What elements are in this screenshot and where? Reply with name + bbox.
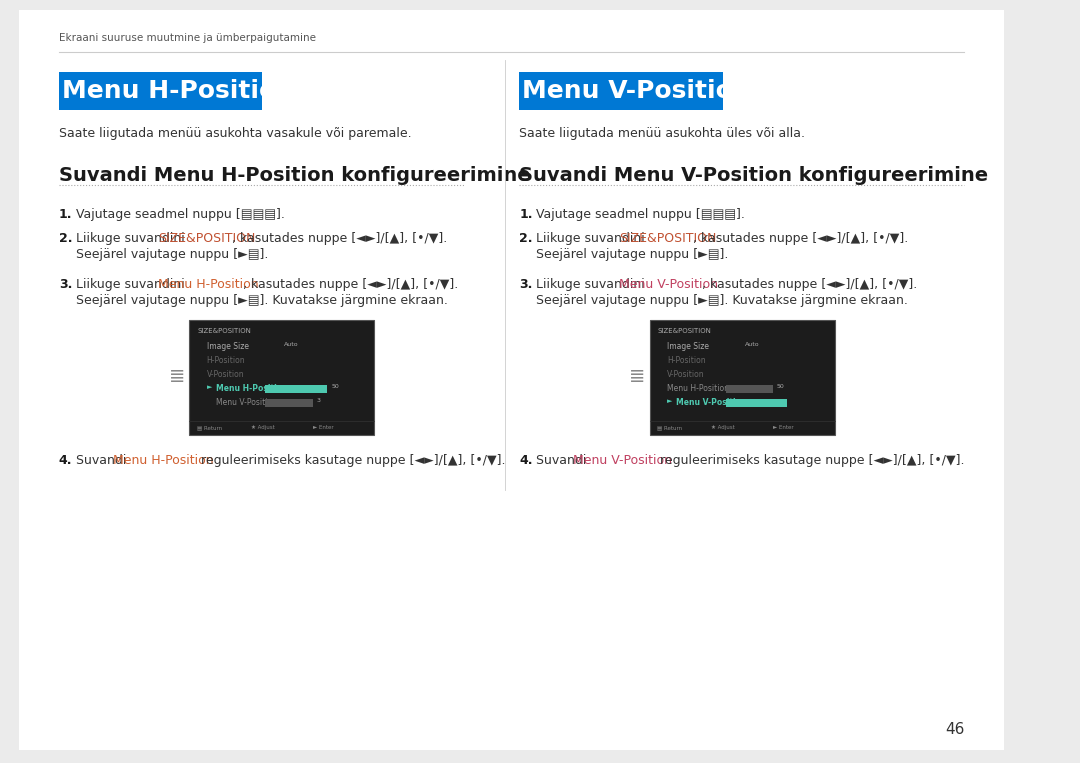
Text: 1.: 1. xyxy=(58,208,72,221)
Text: Menu H-Position: Menu H-Position xyxy=(216,384,287,393)
Text: ≣: ≣ xyxy=(168,367,185,386)
Text: ►: ► xyxy=(667,398,673,404)
Text: Auto: Auto xyxy=(284,342,299,347)
Text: Menu H-Position: Menu H-Position xyxy=(112,454,213,467)
Text: Menu V-Position: Menu V-Position xyxy=(522,79,751,103)
Text: Image Size: Image Size xyxy=(206,342,248,351)
Text: ★ Adjust: ★ Adjust xyxy=(712,425,735,430)
Text: SIZE&POSITION: SIZE&POSITION xyxy=(658,328,712,334)
FancyBboxPatch shape xyxy=(58,72,262,110)
Text: , kasutades nuppe [◄►]/[▲], [•/▼].: , kasutades nuppe [◄►]/[▲], [•/▼]. xyxy=(232,232,447,245)
Text: reguleerimiseks kasutage nuppe [◄►]/[▲], [•/▼].: reguleerimiseks kasutage nuppe [◄►]/[▲],… xyxy=(197,454,505,467)
Text: Liikuge suvandini: Liikuge suvandini xyxy=(536,232,649,245)
Text: Suvandi Menu V-Position konfigureerimine: Suvandi Menu V-Position konfigureerimine xyxy=(519,166,988,185)
Text: Menu H-Position: Menu H-Position xyxy=(667,384,729,393)
Text: Menu H-Position: Menu H-Position xyxy=(62,79,294,103)
Text: Vajutage seadmel nuppu [▤▤▤].: Vajutage seadmel nuppu [▤▤▤]. xyxy=(76,208,285,221)
Text: Liikuge suvandini: Liikuge suvandini xyxy=(76,232,189,245)
FancyBboxPatch shape xyxy=(266,399,312,407)
Text: 4.: 4. xyxy=(58,454,72,467)
Text: Menu H-Position: Menu H-Position xyxy=(159,278,259,291)
Text: , kasutades nuppe [◄►]/[▲], [•/▼].: , kasutades nuppe [◄►]/[▲], [•/▼]. xyxy=(693,232,908,245)
FancyBboxPatch shape xyxy=(266,385,327,393)
Text: Menu V-Position: Menu V-Position xyxy=(216,398,276,407)
Text: ► Enter: ► Enter xyxy=(312,425,334,430)
Text: SIZE&POSITION: SIZE&POSITION xyxy=(619,232,716,245)
Text: 46: 46 xyxy=(945,723,964,738)
Text: reguleerimiseks kasutage nuppe [◄►]/[▲], [•/▼].: reguleerimiseks kasutage nuppe [◄►]/[▲],… xyxy=(657,454,964,467)
Text: Seejärel vajutage nuppu [►▤].: Seejärel vajutage nuppu [►▤]. xyxy=(536,248,729,261)
Text: Liikuge suvandini: Liikuge suvandini xyxy=(76,278,189,291)
Text: Saate liigutada menüü asukohta üles või alla.: Saate liigutada menüü asukohta üles või … xyxy=(519,127,806,140)
Text: ▤ Return: ▤ Return xyxy=(658,425,683,430)
Text: V-Position: V-Position xyxy=(667,370,704,379)
Text: Suvandi: Suvandi xyxy=(76,454,131,467)
Text: ▤ Return: ▤ Return xyxy=(197,425,222,430)
Text: Saate liigutada menüü asukohta vasakule või paremale.: Saate liigutada menüü asukohta vasakule … xyxy=(58,127,411,140)
Text: Seejärel vajutage nuppu [►▤]. Kuvatakse järgmine ekraan.: Seejärel vajutage nuppu [►▤]. Kuvatakse … xyxy=(76,294,448,307)
Text: Menu V-Position: Menu V-Position xyxy=(676,398,747,407)
Text: 50: 50 xyxy=(777,384,784,389)
Text: Ekraani suuruse muutmine ja ümberpaigutamine: Ekraani suuruse muutmine ja ümberpaiguta… xyxy=(58,33,315,43)
Text: Seejärel vajutage nuppu [►▤].: Seejärel vajutage nuppu [►▤]. xyxy=(76,248,268,261)
Text: Liikuge suvandini: Liikuge suvandini xyxy=(536,278,649,291)
Text: Image Size: Image Size xyxy=(667,342,708,351)
Text: H-Position: H-Position xyxy=(667,356,705,365)
FancyBboxPatch shape xyxy=(650,320,835,435)
Text: 3.: 3. xyxy=(519,278,532,291)
Text: 3.: 3. xyxy=(58,278,72,291)
Text: 50: 50 xyxy=(332,384,339,389)
Text: , kasutades nuppe [◄►]/[▲], [•/▼].: , kasutades nuppe [◄►]/[▲], [•/▼]. xyxy=(243,278,458,291)
FancyBboxPatch shape xyxy=(19,10,1004,750)
Text: Vajutage seadmel nuppu [▤▤▤].: Vajutage seadmel nuppu [▤▤▤]. xyxy=(536,208,745,221)
Text: Suvandi Menu H-Position konfigureerimine: Suvandi Menu H-Position konfigureerimine xyxy=(58,166,530,185)
Text: 2.: 2. xyxy=(519,232,532,245)
FancyBboxPatch shape xyxy=(189,320,374,435)
Text: Seejärel vajutage nuppu [►▤]. Kuvatakse järgmine ekraan.: Seejärel vajutage nuppu [►▤]. Kuvatakse … xyxy=(536,294,908,307)
Text: Menu V-Position: Menu V-Position xyxy=(619,278,718,291)
Text: 1.: 1. xyxy=(519,208,532,221)
Text: ≣: ≣ xyxy=(629,367,646,386)
Text: SIZE&POSITION: SIZE&POSITION xyxy=(197,328,251,334)
FancyBboxPatch shape xyxy=(726,399,787,407)
FancyBboxPatch shape xyxy=(726,385,773,393)
Text: 2.: 2. xyxy=(58,232,72,245)
Text: 3: 3 xyxy=(316,398,321,403)
Text: ► Enter: ► Enter xyxy=(773,425,794,430)
Text: , kasutades nuppe [◄►]/[▲], [•/▼].: , kasutades nuppe [◄►]/[▲], [•/▼]. xyxy=(702,278,918,291)
Text: Auto: Auto xyxy=(744,342,759,347)
Text: SIZE&POSITION: SIZE&POSITION xyxy=(159,232,256,245)
Text: V-Position: V-Position xyxy=(206,370,244,379)
Text: ★ Adjust: ★ Adjust xyxy=(251,425,274,430)
Text: H-Position: H-Position xyxy=(206,356,245,365)
Text: 4.: 4. xyxy=(519,454,532,467)
Text: ►: ► xyxy=(206,384,212,390)
Text: Suvandi: Suvandi xyxy=(536,454,591,467)
Text: Menu V-Position: Menu V-Position xyxy=(573,454,672,467)
FancyBboxPatch shape xyxy=(519,72,723,110)
